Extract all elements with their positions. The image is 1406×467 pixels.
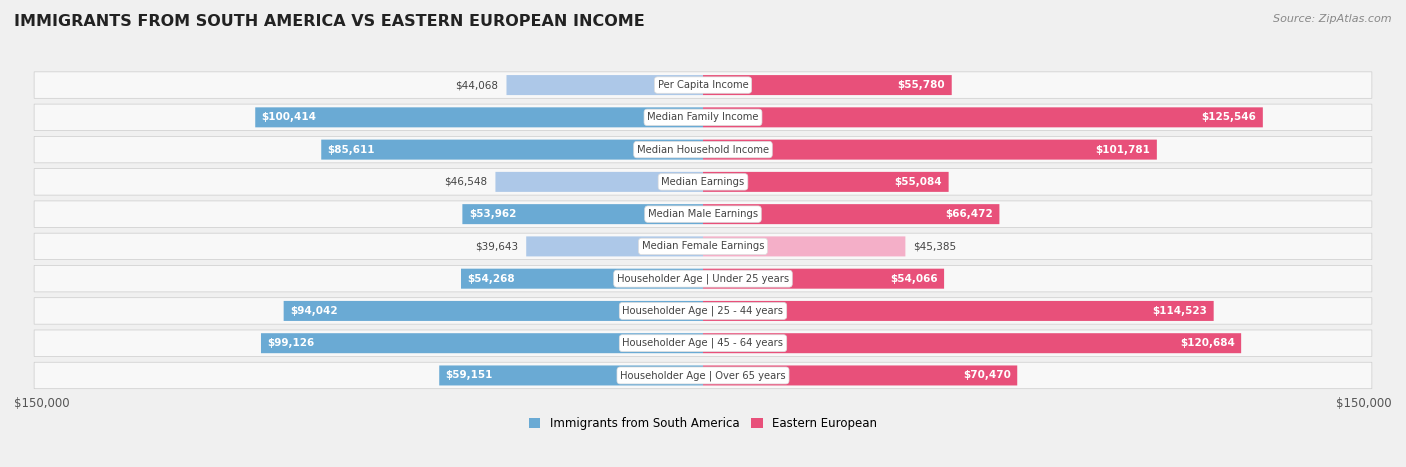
Text: $44,068: $44,068 bbox=[456, 80, 499, 90]
FancyBboxPatch shape bbox=[703, 140, 1157, 160]
Text: $59,151: $59,151 bbox=[446, 370, 494, 381]
FancyBboxPatch shape bbox=[703, 204, 1000, 224]
Text: $55,084: $55,084 bbox=[894, 177, 942, 187]
Text: Median Female Earnings: Median Female Earnings bbox=[641, 241, 765, 251]
FancyBboxPatch shape bbox=[506, 75, 703, 95]
Text: Median Family Income: Median Family Income bbox=[647, 113, 759, 122]
Text: $125,546: $125,546 bbox=[1202, 113, 1257, 122]
FancyBboxPatch shape bbox=[34, 233, 1372, 260]
Text: $39,643: $39,643 bbox=[475, 241, 519, 251]
Text: Median Male Earnings: Median Male Earnings bbox=[648, 209, 758, 219]
FancyBboxPatch shape bbox=[703, 269, 943, 289]
FancyBboxPatch shape bbox=[34, 72, 1372, 99]
FancyBboxPatch shape bbox=[34, 169, 1372, 195]
Text: $54,268: $54,268 bbox=[467, 274, 515, 283]
Text: Source: ZipAtlas.com: Source: ZipAtlas.com bbox=[1274, 14, 1392, 24]
FancyBboxPatch shape bbox=[34, 297, 1372, 324]
Text: $114,523: $114,523 bbox=[1153, 306, 1208, 316]
FancyBboxPatch shape bbox=[703, 333, 1241, 353]
FancyBboxPatch shape bbox=[284, 301, 703, 321]
Legend: Immigrants from South America, Eastern European: Immigrants from South America, Eastern E… bbox=[524, 413, 882, 433]
FancyBboxPatch shape bbox=[256, 107, 703, 127]
FancyBboxPatch shape bbox=[461, 269, 703, 289]
Text: Median Household Income: Median Household Income bbox=[637, 145, 769, 155]
FancyBboxPatch shape bbox=[703, 366, 1017, 385]
FancyBboxPatch shape bbox=[34, 136, 1372, 163]
FancyBboxPatch shape bbox=[703, 301, 1213, 321]
FancyBboxPatch shape bbox=[495, 172, 703, 192]
FancyBboxPatch shape bbox=[34, 201, 1372, 227]
Text: IMMIGRANTS FROM SOUTH AMERICA VS EASTERN EUROPEAN INCOME: IMMIGRANTS FROM SOUTH AMERICA VS EASTERN… bbox=[14, 14, 645, 29]
FancyBboxPatch shape bbox=[703, 75, 952, 95]
Text: Householder Age | 45 - 64 years: Householder Age | 45 - 64 years bbox=[623, 338, 783, 348]
Text: $66,472: $66,472 bbox=[945, 209, 993, 219]
FancyBboxPatch shape bbox=[439, 366, 703, 385]
FancyBboxPatch shape bbox=[34, 265, 1372, 292]
Text: $55,780: $55,780 bbox=[897, 80, 945, 90]
Text: $100,414: $100,414 bbox=[262, 113, 316, 122]
Text: Median Earnings: Median Earnings bbox=[661, 177, 745, 187]
Text: $101,781: $101,781 bbox=[1095, 145, 1150, 155]
Text: $99,126: $99,126 bbox=[267, 338, 315, 348]
Text: $94,042: $94,042 bbox=[290, 306, 337, 316]
Text: Per Capita Income: Per Capita Income bbox=[658, 80, 748, 90]
FancyBboxPatch shape bbox=[262, 333, 703, 353]
Text: $46,548: $46,548 bbox=[444, 177, 488, 187]
Text: Householder Age | 25 - 44 years: Householder Age | 25 - 44 years bbox=[623, 306, 783, 316]
FancyBboxPatch shape bbox=[34, 362, 1372, 389]
FancyBboxPatch shape bbox=[463, 204, 703, 224]
Text: Householder Age | Over 65 years: Householder Age | Over 65 years bbox=[620, 370, 786, 381]
Text: $70,470: $70,470 bbox=[963, 370, 1011, 381]
Text: $45,385: $45,385 bbox=[914, 241, 956, 251]
Text: $85,611: $85,611 bbox=[328, 145, 375, 155]
Text: $54,066: $54,066 bbox=[890, 274, 938, 283]
Text: Householder Age | Under 25 years: Householder Age | Under 25 years bbox=[617, 273, 789, 284]
FancyBboxPatch shape bbox=[321, 140, 703, 160]
Text: $53,962: $53,962 bbox=[468, 209, 516, 219]
Text: $150,000: $150,000 bbox=[1336, 397, 1392, 410]
FancyBboxPatch shape bbox=[34, 330, 1372, 356]
FancyBboxPatch shape bbox=[34, 104, 1372, 131]
FancyBboxPatch shape bbox=[703, 107, 1263, 127]
FancyBboxPatch shape bbox=[526, 236, 703, 256]
FancyBboxPatch shape bbox=[703, 172, 949, 192]
Text: $120,684: $120,684 bbox=[1180, 338, 1234, 348]
FancyBboxPatch shape bbox=[703, 236, 905, 256]
Text: $150,000: $150,000 bbox=[14, 397, 70, 410]
